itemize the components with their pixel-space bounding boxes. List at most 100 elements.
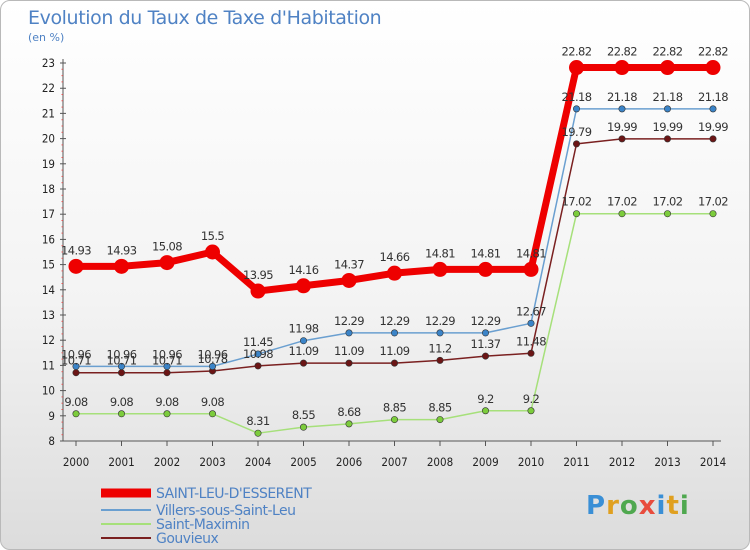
data-label: 8.55 (292, 408, 315, 422)
data-point (663, 135, 671, 143)
data-label: 17.02 (698, 195, 728, 209)
data-point (387, 265, 402, 281)
data-point (618, 135, 626, 143)
data-label: 9.08 (64, 395, 87, 409)
data-label: 22.82 (698, 45, 728, 59)
data-label: 12.29 (380, 314, 410, 328)
axes: 8 9 10 11 12 13 14 15 16 17 18 19 20 21 22 23 2000 2001 20… (42, 56, 726, 469)
data-point (345, 329, 353, 337)
y-tick-label: 16 (42, 232, 55, 246)
data-point (527, 319, 535, 327)
data-label: 15.5 (201, 229, 224, 243)
data-point (709, 210, 717, 218)
data-label: 10.96 (198, 347, 228, 361)
data-label: 14.81 (516, 246, 546, 260)
data-point (205, 244, 220, 260)
y-tick-label: 19 (42, 157, 55, 171)
data-point (118, 410, 126, 418)
data-label: 10.98 (243, 347, 273, 361)
data-point (390, 416, 398, 424)
data-label: 14.37 (334, 257, 364, 271)
unit-label: (en %) (28, 31, 65, 44)
data-point (159, 255, 175, 271)
data-label: 9.2 (523, 392, 540, 406)
logo-letter: t (666, 491, 680, 521)
data-point (254, 362, 262, 370)
data-label: 14.66 (380, 250, 410, 264)
data-label: 13.95 (243, 268, 273, 282)
data-label: 19.79 (562, 125, 592, 139)
data-point (209, 362, 217, 370)
x-tick-label: 2001 (108, 455, 134, 469)
y-tick-label: 23 (42, 56, 55, 70)
x-tick-label: 2009 (472, 455, 498, 469)
legend-label: Saint-Maximin (156, 517, 250, 533)
data-point (572, 105, 580, 113)
data-label: 12.29 (425, 314, 455, 328)
data-point (572, 210, 580, 218)
y-tick-label: 12 (42, 333, 55, 347)
data-point (72, 369, 80, 377)
data-point (254, 350, 262, 358)
data-point (572, 140, 580, 148)
x-tick-label: 2005 (290, 455, 316, 469)
data-label: 14.81 (425, 246, 455, 260)
data-label: 10.96 (107, 347, 137, 361)
data-point (341, 272, 357, 288)
data-label: 17.02 (607, 195, 637, 209)
data-point (72, 410, 80, 418)
x-tick-label: 2010 (518, 455, 544, 469)
y-tick-label: 20 (42, 132, 55, 146)
legend-label: Gouvieux (156, 531, 218, 547)
data-label: 8.31 (246, 414, 269, 428)
data-label: 11.2 (428, 341, 451, 355)
data-point (299, 337, 307, 345)
logo-letter: i (679, 491, 690, 521)
data-point (523, 261, 539, 277)
data-label: 11.09 (334, 344, 364, 358)
y-tick-label: 10 (42, 384, 55, 398)
y-tick-label: 11 (42, 358, 55, 372)
data-point (68, 258, 84, 274)
data-label: 11.98 (289, 322, 319, 336)
data-point (390, 329, 398, 337)
data-point (478, 261, 493, 277)
data-label: 17.02 (653, 195, 683, 209)
data-point (250, 283, 266, 299)
x-tick-label: 2012 (609, 455, 635, 469)
data-point (163, 362, 171, 370)
data-label: 22.82 (562, 45, 592, 59)
data-label: 11.37 (471, 337, 501, 351)
proxiti-logo: Proxiti (586, 491, 690, 521)
data-point (709, 105, 717, 113)
data-label: 14.93 (61, 243, 91, 257)
data-point (163, 369, 171, 377)
data-label: 12.67 (516, 304, 546, 318)
data-label: 15.08 (152, 240, 182, 254)
data-point (705, 60, 721, 76)
data-label: 11.48 (516, 334, 546, 348)
data-point (296, 278, 311, 294)
data-label: 12.29 (471, 314, 501, 328)
chart-title: Evolution du Taux de Taxe d'Habitation (28, 7, 382, 29)
data-label: 11.09 (289, 344, 319, 358)
legend-label: SAINT-LEU-D'ESSERENT (156, 486, 312, 502)
y-tick-label: 8 (48, 434, 55, 448)
legend-label: Villers-sous-Saint-Leu (156, 503, 296, 519)
logo-letter: P (586, 491, 607, 521)
data-label: 14.93 (107, 243, 137, 257)
data-label: 8.68 (337, 405, 360, 419)
data-label: 19.99 (698, 120, 728, 134)
data-point (481, 407, 489, 415)
x-tick-label: 2000 (63, 455, 89, 469)
data-label: 11.45 (243, 335, 273, 349)
logo-letter: i (656, 491, 667, 521)
data-label: 10.71 (152, 354, 182, 368)
data-label: 9.2 (477, 392, 494, 406)
x-tick-label: 2007 (381, 455, 407, 469)
data-point (569, 60, 584, 76)
data-point (345, 420, 353, 428)
y-tick-label: 18 (42, 182, 55, 196)
